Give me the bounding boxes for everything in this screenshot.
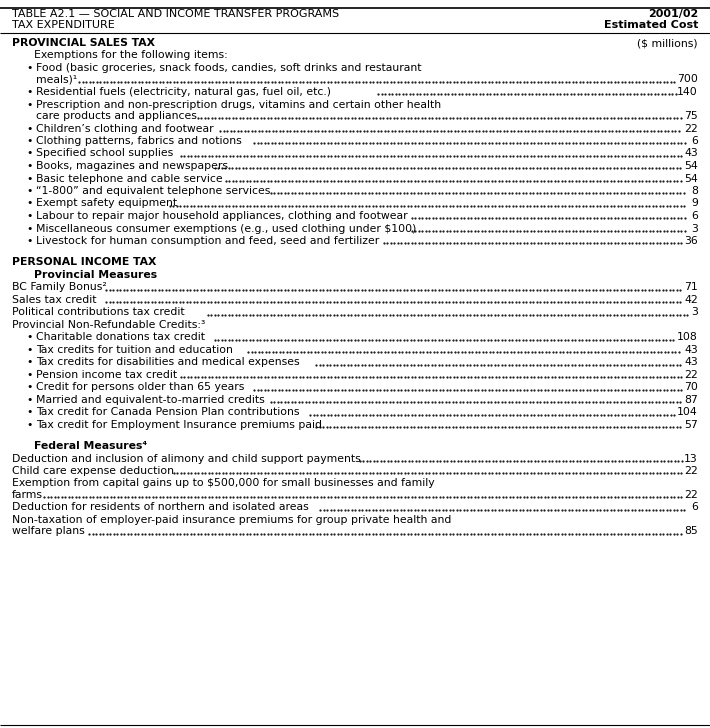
Text: •: • <box>26 223 33 234</box>
Text: farms: farms <box>12 490 43 500</box>
Text: Deduction for residents of northern and isolated areas: Deduction for residents of northern and … <box>12 502 309 513</box>
Text: 700: 700 <box>677 74 698 84</box>
Text: Pension income tax credit: Pension income tax credit <box>36 370 177 380</box>
Text: Charitable donations tax credit: Charitable donations tax credit <box>36 332 205 342</box>
Text: PROVINCIAL SALES TAX: PROVINCIAL SALES TAX <box>12 38 155 48</box>
Text: 9: 9 <box>691 199 698 208</box>
Text: PERSONAL INCOME TAX: PERSONAL INCOME TAX <box>12 257 156 267</box>
Text: 6: 6 <box>691 211 698 221</box>
Text: Exemption from capital gains up to $500,000 for small businesses and family: Exemption from capital gains up to $500,… <box>12 478 435 488</box>
Text: 54: 54 <box>684 161 698 171</box>
Text: Estimated Cost: Estimated Cost <box>604 20 698 30</box>
Text: •: • <box>26 136 33 146</box>
Text: 6: 6 <box>691 136 698 146</box>
Text: •: • <box>26 149 33 159</box>
Text: 22: 22 <box>684 490 698 500</box>
Text: •: • <box>26 370 33 380</box>
Text: Children’s clothing and footwear: Children’s clothing and footwear <box>36 124 214 133</box>
Text: •: • <box>26 332 33 342</box>
Text: Child care expense deduction: Child care expense deduction <box>12 466 174 476</box>
Text: Residential fuels (electricity, natural gas, fuel oil, etc.): Residential fuels (electricity, natural … <box>36 87 331 97</box>
Text: Exempt safety equipment: Exempt safety equipment <box>36 199 177 208</box>
Text: Miscellaneous consumer exemptions (e.g., used clothing under $100): Miscellaneous consumer exemptions (e.g.,… <box>36 223 416 234</box>
Text: Basic telephone and cable service: Basic telephone and cable service <box>36 173 223 183</box>
Text: Political contributions tax credit: Political contributions tax credit <box>12 307 185 317</box>
Text: Tax credits for disabilities and medical expenses: Tax credits for disabilities and medical… <box>36 357 300 367</box>
Text: 43: 43 <box>684 357 698 367</box>
Text: 70: 70 <box>684 382 698 392</box>
Text: 6: 6 <box>691 502 698 513</box>
Text: •: • <box>26 199 33 208</box>
Text: 36: 36 <box>684 236 698 246</box>
Text: 75: 75 <box>684 111 698 121</box>
Text: •: • <box>26 357 33 367</box>
Text: 2001/02: 2001/02 <box>648 9 698 19</box>
Text: 43: 43 <box>684 345 698 355</box>
Text: •: • <box>26 345 33 355</box>
Text: TABLE A2.1 — SOCIAL AND INCOME TRANSFER PROGRAMS: TABLE A2.1 — SOCIAL AND INCOME TRANSFER … <box>12 9 339 19</box>
Text: •: • <box>26 161 33 171</box>
Text: Federal Measures⁴: Federal Measures⁴ <box>34 441 147 451</box>
Text: 43: 43 <box>684 149 698 159</box>
Text: 13: 13 <box>684 454 698 464</box>
Text: •: • <box>26 236 33 246</box>
Text: welfare plans: welfare plans <box>12 526 84 537</box>
Text: Livestock for human consumption and feed, seed and fertilizer: Livestock for human consumption and feed… <box>36 236 379 246</box>
Text: 87: 87 <box>684 395 698 405</box>
Text: ($ millions): ($ millions) <box>638 38 698 48</box>
Text: Clothing patterns, fabrics and notions: Clothing patterns, fabrics and notions <box>36 136 241 146</box>
Text: •: • <box>26 173 33 183</box>
Text: “1-800” and equivalent telephone services: “1-800” and equivalent telephone service… <box>36 186 271 196</box>
Text: 71: 71 <box>684 282 698 292</box>
Text: Deduction and inclusion of alimony and child support payments: Deduction and inclusion of alimony and c… <box>12 454 361 464</box>
Text: 57: 57 <box>684 420 698 430</box>
Text: 3: 3 <box>691 223 698 234</box>
Text: 54: 54 <box>684 173 698 183</box>
Text: meals)¹: meals)¹ <box>36 74 77 84</box>
Text: 140: 140 <box>677 87 698 97</box>
Text: 3: 3 <box>691 307 698 317</box>
Text: •: • <box>26 420 33 430</box>
Text: •: • <box>26 100 33 109</box>
Text: care products and appliances: care products and appliances <box>36 111 197 121</box>
Text: •: • <box>26 407 33 417</box>
Text: BC Family Bonus²: BC Family Bonus² <box>12 282 106 292</box>
Text: Married and equivalent-to-married credits: Married and equivalent-to-married credit… <box>36 395 265 405</box>
Text: •: • <box>26 87 33 97</box>
Text: Tax credits for tuition and education: Tax credits for tuition and education <box>36 345 233 355</box>
Text: Books, magazines and newspapers: Books, magazines and newspapers <box>36 161 228 171</box>
Text: •: • <box>26 63 33 73</box>
Text: 42: 42 <box>684 295 698 305</box>
Text: Exemptions for the following items:: Exemptions for the following items: <box>34 50 228 60</box>
Text: •: • <box>26 124 33 133</box>
Text: Sales tax credit: Sales tax credit <box>12 295 97 305</box>
Text: 104: 104 <box>677 407 698 417</box>
Text: Non-taxation of employer-paid insurance premiums for group private health and: Non-taxation of employer-paid insurance … <box>12 515 452 525</box>
Text: Provincial Non-Refundable Credits:³: Provincial Non-Refundable Credits:³ <box>12 320 205 330</box>
Text: Prescription and non-prescription drugs, vitamins and certain other health: Prescription and non-prescription drugs,… <box>36 100 441 109</box>
Text: •: • <box>26 211 33 221</box>
Text: 8: 8 <box>691 186 698 196</box>
Text: Food (basic groceries, snack foods, candies, soft drinks and restaurant: Food (basic groceries, snack foods, cand… <box>36 63 422 73</box>
Text: Specified school supplies: Specified school supplies <box>36 149 173 159</box>
Text: •: • <box>26 382 33 392</box>
Text: Tax credit for Employment Insurance premiums paid: Tax credit for Employment Insurance prem… <box>36 420 322 430</box>
Text: Labour to repair major household appliances, clothing and footwear: Labour to repair major household applian… <box>36 211 408 221</box>
Text: 22: 22 <box>684 466 698 476</box>
Text: •: • <box>26 395 33 405</box>
Text: Tax credit for Canada Pension Plan contributions: Tax credit for Canada Pension Plan contr… <box>36 407 300 417</box>
Text: TAX EXPENDITURE: TAX EXPENDITURE <box>12 20 115 30</box>
Text: 22: 22 <box>684 370 698 380</box>
Text: Credit for persons older than 65 years: Credit for persons older than 65 years <box>36 382 244 392</box>
Text: Provincial Measures: Provincial Measures <box>34 270 157 280</box>
Text: 108: 108 <box>677 332 698 342</box>
Text: 85: 85 <box>684 526 698 537</box>
Text: 22: 22 <box>684 124 698 133</box>
Text: •: • <box>26 186 33 196</box>
